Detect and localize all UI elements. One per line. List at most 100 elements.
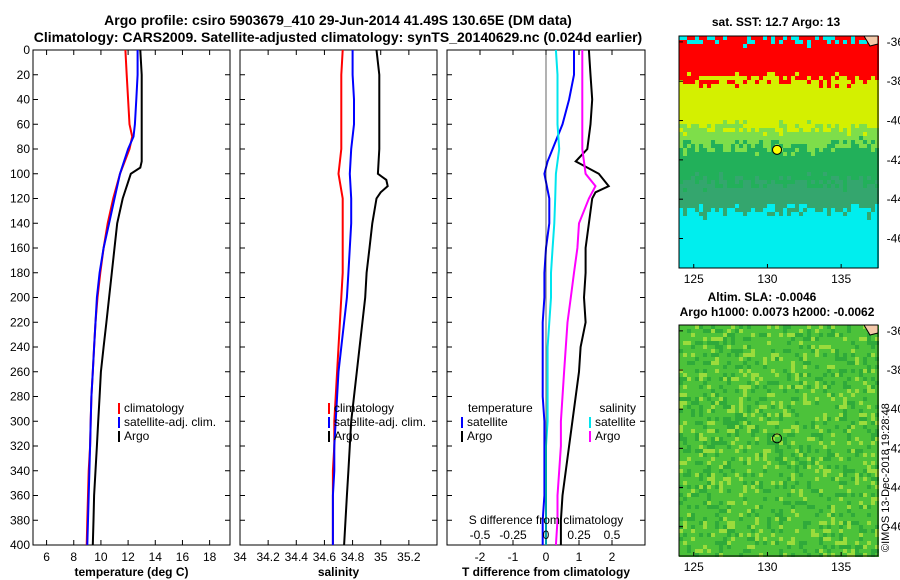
map-cell — [863, 128, 867, 132]
map-cell — [803, 148, 807, 152]
map-cell — [795, 48, 799, 52]
map-cell — [791, 220, 795, 224]
map-cell — [819, 369, 823, 373]
map-cell — [803, 124, 807, 128]
map-cell — [867, 224, 871, 228]
map-cell — [851, 44, 855, 48]
map-cell — [707, 108, 711, 112]
map-cell — [851, 425, 855, 429]
map-cell — [747, 264, 751, 268]
map-cell — [855, 100, 859, 104]
map-cell — [823, 409, 827, 413]
map-cell — [711, 389, 715, 393]
map-cell — [827, 236, 831, 240]
map-cell — [743, 409, 747, 413]
map-cell — [843, 252, 847, 256]
map-cell — [787, 72, 791, 76]
map-cell — [839, 385, 843, 389]
map-cell — [791, 264, 795, 268]
map-cell — [771, 417, 775, 421]
map-cell — [759, 84, 763, 88]
map-cell — [755, 429, 759, 433]
map-cell — [871, 80, 875, 84]
map-cell — [855, 56, 859, 60]
map-cell — [719, 140, 723, 144]
map-cell — [723, 409, 727, 413]
map-cell — [751, 325, 755, 329]
map-cell — [803, 192, 807, 196]
map-cell — [827, 453, 831, 457]
map-cell — [807, 441, 811, 445]
map-cell — [811, 260, 815, 264]
map-cell — [779, 453, 783, 457]
map-cell — [799, 208, 803, 212]
map-cell — [735, 361, 739, 365]
map-cell — [695, 80, 699, 84]
map-cell — [783, 176, 787, 180]
map-cell — [863, 244, 867, 248]
map-cell — [679, 397, 683, 401]
map-cell — [787, 264, 791, 268]
map-cell — [863, 116, 867, 120]
map-cell — [819, 212, 823, 216]
map-cell — [847, 124, 851, 128]
map-cell — [795, 405, 799, 409]
map-cell — [807, 136, 811, 140]
map-cell — [707, 232, 711, 236]
map-cell — [871, 216, 875, 220]
map-cell — [803, 345, 807, 349]
map-cell — [807, 236, 811, 240]
map-cell — [795, 140, 799, 144]
map-cell — [843, 224, 847, 228]
map-cell — [735, 128, 739, 132]
map-cell — [687, 252, 691, 256]
map-cell — [723, 469, 727, 473]
map-cell — [719, 353, 723, 357]
x-tick-label: 34.2 — [256, 550, 280, 564]
map-cell — [747, 112, 751, 116]
map-cell — [843, 413, 847, 417]
map-cell — [767, 361, 771, 365]
map-cell — [831, 232, 835, 236]
map-cell — [791, 373, 795, 377]
map-cell — [803, 453, 807, 457]
map-cell — [803, 461, 807, 465]
map-cell — [739, 385, 743, 389]
map-cell — [843, 325, 847, 329]
map-cell — [819, 216, 823, 220]
map-cell — [799, 72, 803, 76]
map-cell — [707, 164, 711, 168]
map-cell — [783, 457, 787, 461]
map-cell — [723, 457, 727, 461]
map-cell — [687, 329, 691, 333]
map-cell — [691, 236, 695, 240]
map-cell — [723, 421, 727, 425]
map-cell — [835, 92, 839, 96]
map-cell — [875, 152, 879, 156]
map-cell — [807, 385, 811, 389]
map-cell — [803, 72, 807, 76]
map-cell — [687, 104, 691, 108]
map-cell — [763, 260, 767, 264]
map-cell — [719, 168, 723, 172]
map-cell — [719, 80, 723, 84]
x-tick-label: 35.2 — [397, 550, 421, 564]
map-cell — [731, 176, 735, 180]
map-cell — [747, 124, 751, 128]
map-cell — [695, 401, 699, 405]
map-cell — [719, 52, 723, 56]
x-tick-label: 6 — [43, 550, 50, 564]
map-cell — [707, 176, 711, 180]
map-cell — [863, 80, 867, 84]
map-cell — [687, 88, 691, 92]
map-cell — [683, 128, 687, 132]
map-cell — [855, 188, 859, 192]
map-cell — [703, 124, 707, 128]
map-cell — [679, 216, 683, 220]
map-cell — [823, 208, 827, 212]
map-cell — [779, 124, 783, 128]
map-cell — [803, 228, 807, 232]
map-cell — [787, 248, 791, 252]
map-cell — [691, 393, 695, 397]
map-cell — [875, 377, 879, 381]
